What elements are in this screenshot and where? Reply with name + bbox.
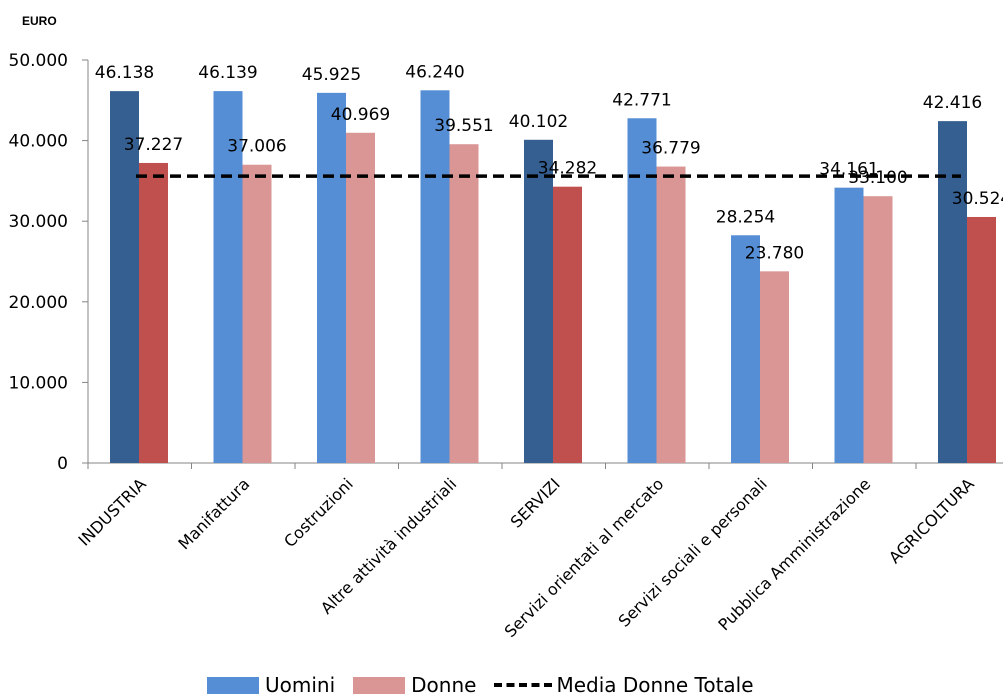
y-tick-label: 10.000 (9, 373, 68, 393)
bar-donne (967, 216, 996, 463)
category-label: SERVIZI (507, 474, 564, 531)
bar-uomini (110, 91, 139, 464)
bar-donne (656, 166, 686, 463)
data-label-uomini: 46.240 (405, 62, 464, 82)
data-label-uomini: 40.102 (509, 112, 568, 132)
bar-donne (863, 196, 893, 464)
bar-donne (553, 186, 582, 463)
y-tick-label: 50.000 (9, 51, 68, 71)
y-tick-label: 30.000 (9, 212, 68, 232)
category-label: AGRICOLTURA (885, 474, 978, 567)
data-label-donne: 34.282 (538, 159, 597, 179)
legend-swatch-uomini (207, 676, 259, 694)
data-label-donne: 36.779 (641, 139, 700, 159)
legend-item-media: Media Donne Totale (494, 673, 754, 697)
data-label-donne: 30.524 (952, 189, 1003, 209)
category-label: INDUSTRIA (75, 474, 150, 549)
data-label-donne: 40.969 (331, 105, 390, 125)
bar-uomini (938, 121, 967, 463)
data-label-uomini: 42.416 (923, 93, 982, 113)
legend-label-media: Media Donne Totale (556, 673, 754, 697)
data-label-donne: 33.100 (848, 168, 907, 188)
legend-item-uomini: Uomini (207, 673, 335, 697)
data-label-uomini: 42.771 (612, 90, 671, 110)
bar-uomini (420, 90, 450, 463)
bar-uomini (317, 92, 346, 464)
data-label-uomini: 28.254 (716, 207, 775, 227)
category-label: Costruzioni (280, 474, 357, 551)
data-label-donne: 37.227 (124, 135, 183, 155)
bar-uomini (834, 187, 864, 463)
legend-label-uomini: Uomini (265, 673, 336, 697)
data-label-uomini: 46.139 (198, 63, 257, 83)
y-tick-label: 40.000 (9, 132, 68, 152)
data-label-uomini: 45.925 (302, 65, 361, 85)
data-label-donne: 39.551 (434, 116, 493, 136)
bar-donne (760, 271, 789, 463)
data-label-donne: 37.006 (227, 137, 286, 157)
data-label-uomini: 46.138 (95, 63, 154, 83)
y-tick-label: 20.000 (9, 293, 68, 313)
bar-donne (139, 162, 168, 463)
bars (110, 90, 996, 464)
bar-uomini (524, 139, 553, 463)
legend-swatch-media (494, 683, 553, 687)
y-tick-label: 0 (57, 454, 68, 474)
category-label: Manifattura (174, 474, 253, 553)
bar-uomini (627, 118, 657, 463)
bar-uomini (731, 235, 760, 463)
bar-donne (449, 144, 479, 463)
data-label-uomini: 34.161 (819, 160, 878, 180)
legend-item-donne: Donne (353, 673, 476, 697)
legend-label-donne: Donne (411, 673, 477, 697)
legend-swatch-donne (353, 676, 406, 694)
bar-uomini (213, 91, 243, 463)
y-axis-unit-label: EURO (22, 14, 57, 28)
bar-donne (346, 132, 375, 463)
data-label-donne: 23.780 (745, 243, 804, 263)
legend: Uomini Donne Media Donne Totale (207, 673, 772, 697)
data-labels: 46.138 37.227 46.139 37.006 45.925 40.969 46.2… (95, 62, 1003, 263)
bar-donne (242, 164, 272, 464)
